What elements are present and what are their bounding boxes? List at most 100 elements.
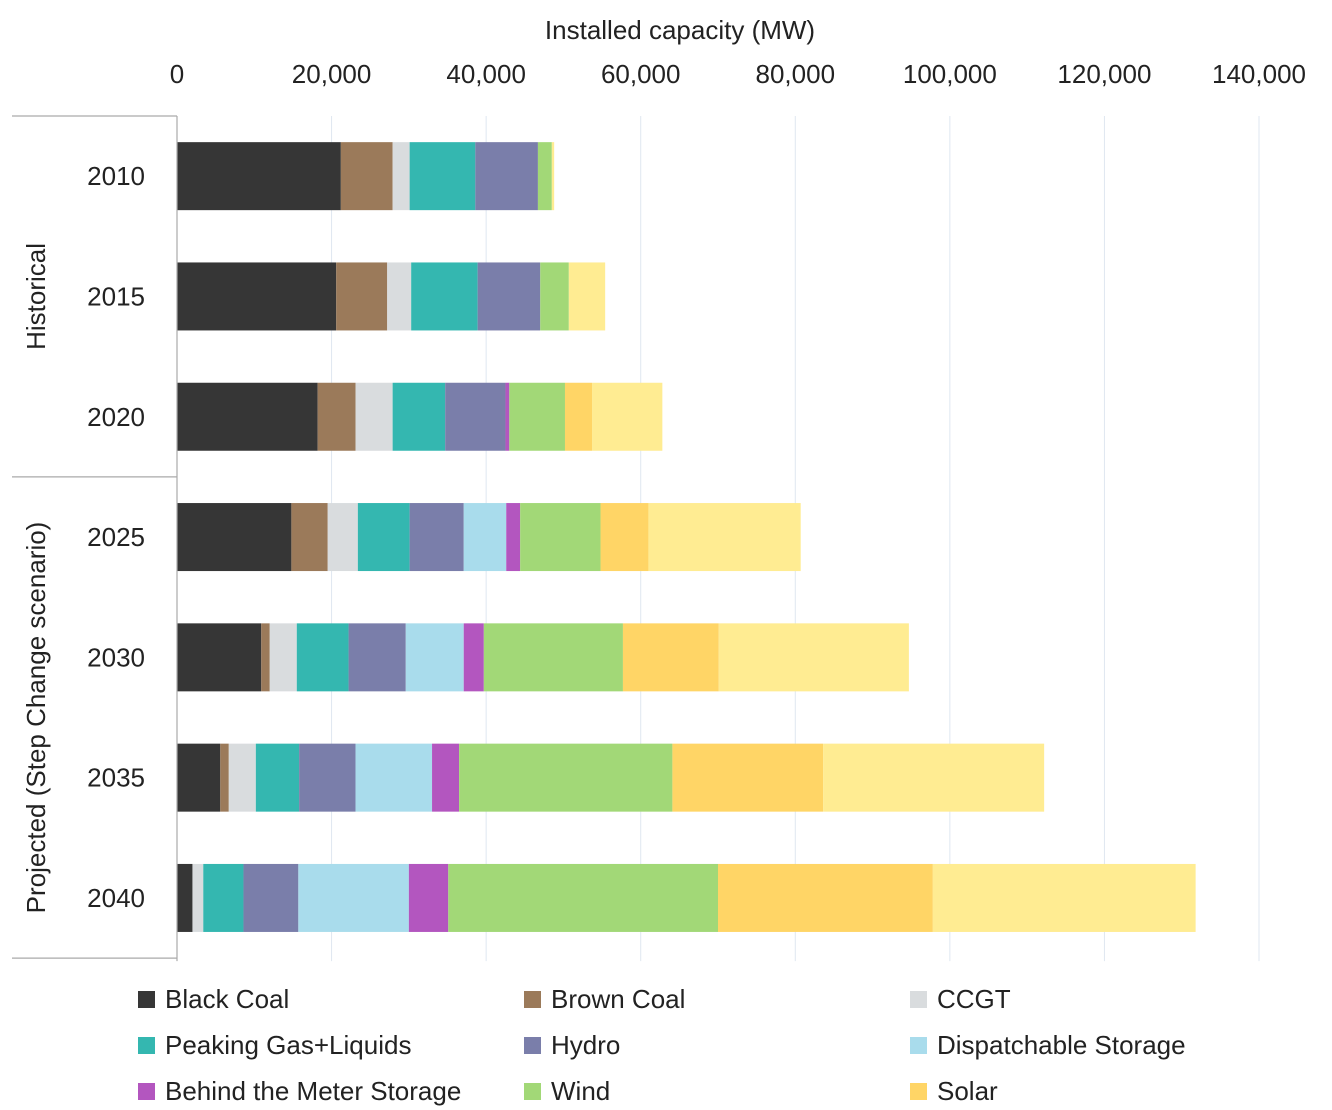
legend-item: Peaking Gas+Liquids <box>138 1026 524 1064</box>
bar-segment <box>203 863 244 932</box>
bar-segment <box>327 503 358 572</box>
bar-segment <box>648 503 801 572</box>
bar-segment <box>348 623 406 692</box>
legend-item: Hydro <box>524 1026 910 1064</box>
legend-swatch <box>910 1036 927 1054</box>
bar-segment <box>506 503 521 572</box>
bar-segment <box>718 863 933 932</box>
legend-item: Black Coal <box>138 980 524 1018</box>
chart: Installed capacity (MW) 0 20,000 40,000 60,… <box>12 15 1306 962</box>
legend-item: Wind <box>524 1072 910 1110</box>
legend-label: Brown Coal <box>551 983 686 1014</box>
legend: Black Coal Brown Coal CCGT Peaking Gas+Liqu… <box>138 980 1278 1110</box>
bar-segment <box>269 623 297 692</box>
x-tick-label: 80,000 <box>756 59 836 89</box>
bar-segment <box>463 503 507 572</box>
bar-segment <box>411 262 478 331</box>
bar-segment <box>405 623 464 692</box>
bar-segment <box>177 503 292 572</box>
bar-segment <box>551 142 555 211</box>
bar-segment <box>336 262 388 331</box>
bar-segment <box>392 142 410 211</box>
bar-segment <box>718 623 909 692</box>
bars <box>177 142 1196 932</box>
legend-item: Solar <box>910 1072 1278 1110</box>
bar-segment <box>592 382 663 451</box>
legend-label: Dispatchable Storage <box>937 1029 1186 1060</box>
bar-segment <box>463 623 484 692</box>
legend-label: Solar <box>937 1075 998 1106</box>
bar-segment <box>299 743 356 812</box>
legend-swatch <box>524 990 541 1008</box>
legend-item: Brown Coal <box>524 980 910 1018</box>
category-axis: 2010 2015 2020 Historical 2025 2030 2035 2040 Pr… <box>12 115 178 962</box>
bar-segment <box>177 142 341 211</box>
bar-segment <box>445 382 506 451</box>
legend-item: CCGT <box>910 980 1278 1018</box>
bar-segment <box>600 503 649 572</box>
bar-segment <box>432 743 460 812</box>
legend-swatch <box>138 1036 155 1054</box>
bar-segment <box>477 262 541 331</box>
x-axis-label: Installed capacity (MW) <box>545 15 815 45</box>
legend-swatch <box>524 1036 541 1054</box>
category-label: 2010 <box>87 161 145 191</box>
bar-segment <box>392 382 446 451</box>
legend-swatch <box>524 1082 541 1100</box>
legend-swatch <box>138 1082 155 1100</box>
bar-segment <box>505 382 510 451</box>
bar-segment <box>409 503 464 572</box>
x-tick-label: 140,000 <box>1212 59 1306 89</box>
legend-swatch <box>138 990 155 1008</box>
bar-segment <box>355 382 393 451</box>
bar-segment <box>228 743 256 812</box>
category-label: 2035 <box>87 763 145 793</box>
bar-segment <box>220 743 229 812</box>
legend-label: Peaking Gas+Liquids <box>165 1029 412 1060</box>
group-label: Projected (Step Change scenario) <box>21 522 51 914</box>
legend-item: Dispatchable Storage <box>910 1026 1278 1064</box>
legend-label: CCGT <box>937 983 1011 1014</box>
bar-segment <box>387 262 412 331</box>
bar-segment <box>672 743 824 812</box>
bar-segment <box>192 863 204 932</box>
bar-segment <box>509 382 565 451</box>
bar-segment <box>291 503 328 572</box>
category-label: 2040 <box>87 883 145 913</box>
x-tick-label: 100,000 <box>903 59 997 89</box>
category-label: 2030 <box>87 642 145 672</box>
bar-segment <box>459 743 673 812</box>
bar-segment <box>355 743 433 812</box>
group-label: Historical <box>21 243 51 350</box>
bar-segment <box>177 382 318 451</box>
legend-label: Black Coal <box>165 983 290 1014</box>
category-label: 2025 <box>87 522 145 552</box>
bar-segment <box>409 142 476 211</box>
bar-segment <box>255 743 300 812</box>
legend-swatch <box>910 1082 927 1100</box>
bar-segment <box>568 262 606 331</box>
legend-label: Hydro <box>551 1029 621 1060</box>
bar-segment <box>448 863 718 932</box>
bar-segment <box>340 142 393 211</box>
bar-segment <box>564 382 593 451</box>
bar-segment <box>177 262 337 331</box>
category-label: 2015 <box>87 281 145 311</box>
bar-segment <box>357 503 410 572</box>
legend-swatch <box>910 990 927 1008</box>
x-tick-label: 60,000 <box>601 59 681 89</box>
legend-label: Behind the Meter Storage <box>165 1075 462 1106</box>
bar-segment <box>475 142 538 211</box>
x-tick-label: 20,000 <box>292 59 372 89</box>
bar-segment <box>296 623 349 692</box>
legend-item: Behind the Meter Storage <box>138 1072 524 1110</box>
x-tick-label: 40,000 <box>446 59 526 89</box>
x-tick-labels: 0 20,000 40,000 60,000 80,000 100,000 120,000 1… <box>170 59 1306 89</box>
bar-segment <box>520 503 601 572</box>
bar-segment <box>823 743 1045 812</box>
bar-segment <box>483 623 623 692</box>
bar-segment <box>317 382 356 451</box>
x-tick-label: 0 <box>170 59 184 89</box>
legend-label: Wind <box>551 1075 611 1106</box>
bar-segment <box>537 142 552 211</box>
